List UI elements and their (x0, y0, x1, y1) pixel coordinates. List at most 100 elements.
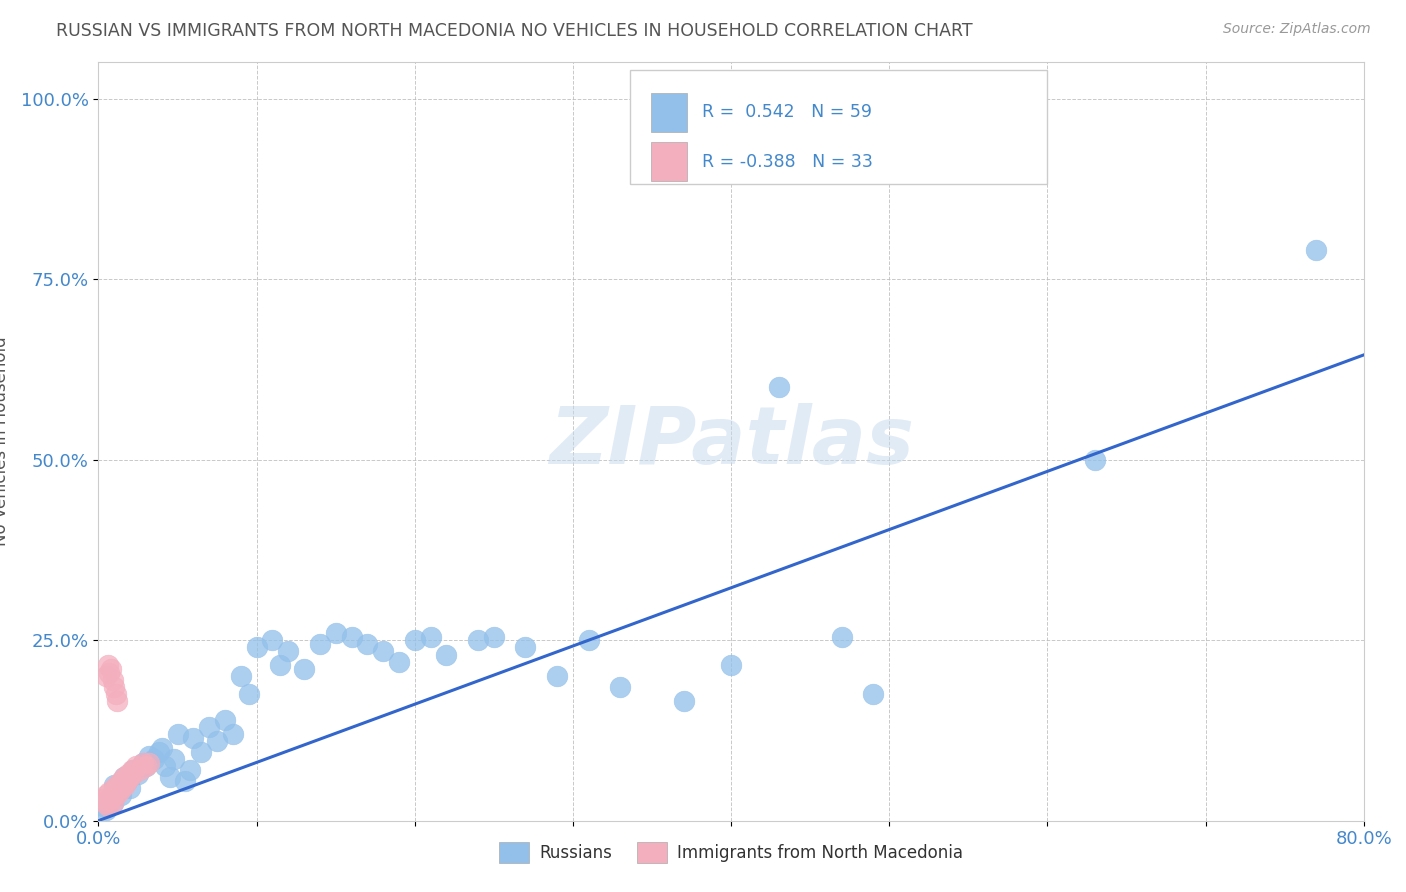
Point (609, 680, 631, 694)
Point (97, 658, 120, 673)
Point (150, 741, 173, 756)
Text: ZIPatlas: ZIPatlas (548, 402, 914, 481)
Point (229, 669, 252, 683)
Point (198, 720, 221, 734)
Point (720, 658, 742, 673)
Point (309, 637, 332, 651)
Point (110, 789, 132, 803)
Point (112, 770, 135, 784)
Point (121, 763, 143, 777)
Point (135, 759, 157, 773)
Point (179, 763, 201, 777)
Point (190, 745, 212, 759)
Point (110, 773, 132, 788)
Point (546, 669, 568, 683)
Point (238, 687, 260, 701)
Point (135, 759, 157, 773)
Point (104, 687, 127, 701)
Point (153, 759, 176, 773)
Point (163, 752, 186, 766)
Point (388, 655, 411, 669)
Point (122, 766, 145, 780)
Point (98, 785, 121, 799)
Point (127, 766, 149, 780)
Point (246, 640, 269, 655)
FancyBboxPatch shape (630, 70, 1047, 184)
Point (114, 778, 136, 792)
Bar (651, 93, 686, 132)
Point (115, 773, 138, 788)
Point (222, 727, 245, 741)
Point (269, 658, 291, 673)
Point (138, 756, 160, 770)
Point (142, 752, 165, 766)
Point (91, 799, 114, 814)
Point (482, 630, 505, 644)
Point (101, 796, 124, 810)
Point (371, 644, 394, 658)
Point (356, 637, 378, 651)
Point (107, 785, 129, 799)
Point (831, 630, 853, 644)
Point (292, 662, 315, 676)
Point (436, 648, 458, 662)
Point (515, 640, 537, 655)
Point (96, 803, 118, 817)
Text: R = -0.388   N = 33: R = -0.388 N = 33 (702, 153, 873, 170)
Point (107, 778, 129, 792)
Point (96, 669, 118, 683)
Point (214, 713, 236, 727)
Point (404, 633, 426, 648)
Point (159, 770, 181, 784)
Point (97, 799, 120, 814)
Point (148, 745, 170, 759)
Point (96, 789, 118, 803)
Text: Source: ZipAtlas.com: Source: ZipAtlas.com (1223, 22, 1371, 37)
Point (101, 796, 124, 810)
Point (174, 773, 197, 788)
Point (93, 796, 117, 810)
Point (262, 633, 284, 648)
Point (862, 687, 884, 701)
Point (128, 763, 150, 777)
Point (205, 734, 228, 748)
Point (138, 748, 160, 763)
Point (103, 778, 125, 792)
Bar (651, 142, 686, 181)
Point (111, 781, 134, 796)
Point (1305, 243, 1327, 257)
Point (120, 770, 141, 784)
Point (467, 633, 489, 648)
Point (103, 680, 125, 694)
Point (672, 694, 695, 708)
Point (768, 380, 790, 394)
Point (104, 789, 127, 803)
Point (103, 781, 125, 796)
Point (122, 763, 145, 777)
Point (115, 773, 138, 788)
Text: RUSSIAN VS IMMIGRANTS FROM NORTH MACEDONIA NO VEHICLES IN HOUSEHOLD CORRELATION : RUSSIAN VS IMMIGRANTS FROM NORTH MACEDON… (56, 22, 973, 40)
Point (100, 792, 122, 806)
Point (1084, 452, 1107, 467)
Legend: Russians, Immigrants from North Macedonia: Russians, Immigrants from North Macedoni… (492, 836, 970, 869)
Point (100, 662, 122, 676)
Point (101, 673, 124, 687)
Text: R =  0.542   N = 59: R = 0.542 N = 59 (702, 103, 872, 121)
Point (107, 694, 129, 708)
Point (91, 792, 114, 806)
Point (125, 759, 148, 773)
Point (325, 626, 347, 640)
Point (277, 644, 299, 658)
Point (120, 781, 141, 796)
Point (98, 792, 121, 806)
Point (117, 766, 139, 780)
Point (108, 785, 131, 799)
Point (578, 633, 600, 648)
Point (166, 727, 188, 741)
Point (98, 665, 121, 680)
Point (112, 770, 135, 784)
Point (132, 756, 155, 770)
Point (132, 756, 155, 770)
Point (340, 630, 363, 644)
Y-axis label: No Vehicles in Household: No Vehicles in Household (0, 336, 10, 547)
